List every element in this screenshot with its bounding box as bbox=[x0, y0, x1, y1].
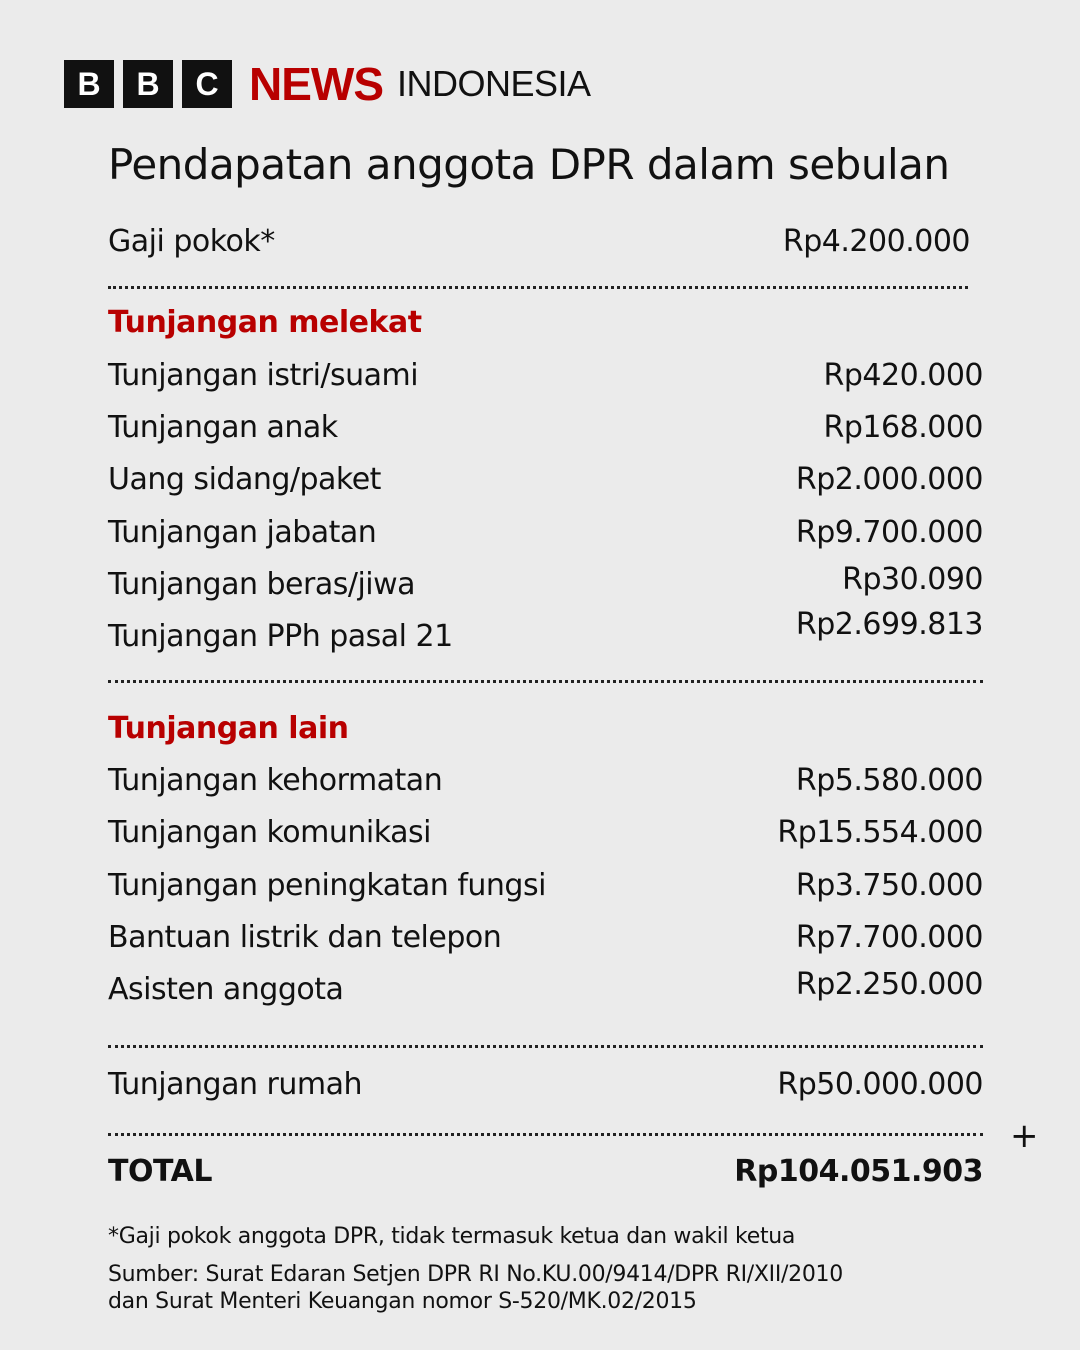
table-row: Asisten anggota Rp2.250.000 bbox=[108, 967, 984, 1012]
bbc-news-indonesia-logo: B B C NEWS INDONESIA bbox=[64, 58, 591, 110]
divider bbox=[108, 680, 983, 683]
housing-row: Tunjangan rumah Rp50.000.000 bbox=[108, 1067, 983, 1107]
row-value: Rp2.250.000 bbox=[795, 967, 984, 1002]
row-value: Rp7.700.000 bbox=[795, 920, 984, 955]
section-heading: Tunjangan melekat bbox=[108, 305, 422, 340]
row-value: Rp168.000 bbox=[823, 410, 984, 445]
page-title: Pendapatan anggota DPR dalam sebulan bbox=[108, 140, 950, 189]
table-row: Tunjangan komunikasi Rp15.554.000 bbox=[108, 815, 983, 855]
logo-news: NEWS bbox=[249, 58, 384, 110]
section-heading: Tunjangan lain bbox=[108, 711, 349, 746]
row-label: Tunjangan istri/suami bbox=[108, 358, 419, 393]
table-row: Bantuan listrik dan telepon Rp7.700.000 bbox=[108, 920, 984, 960]
plus-icon: + bbox=[1010, 1116, 1039, 1156]
table-row: Tunjangan kehormatan Rp5.580.000 bbox=[108, 763, 984, 803]
divider bbox=[108, 286, 968, 289]
row-label: Tunjangan PPh pasal 21 bbox=[108, 619, 453, 654]
row-value: Rp420.000 bbox=[823, 358, 984, 393]
source-line: Sumber: Surat Edaran Setjen DPR RI No.KU… bbox=[108, 1262, 843, 1287]
base-salary-row: Gaji pokok* Rp4.200.000 bbox=[108, 224, 971, 264]
row-label: Tunjangan komunikasi bbox=[108, 815, 431, 850]
source-line: dan Surat Menteri Keuangan nomor S-520/M… bbox=[108, 1289, 697, 1314]
table-row: Uang sidang/paket Rp2.000.000 bbox=[108, 462, 984, 502]
row-value: Rp15.554.000 bbox=[777, 815, 983, 850]
row-label: Tunjangan anak bbox=[108, 410, 338, 445]
table-row: Tunjangan PPh pasal 21 Rp2.699.813 bbox=[108, 607, 984, 659]
table-row: Tunjangan beras/jiwa Rp30.090 bbox=[108, 562, 983, 607]
total-label: TOTAL bbox=[108, 1154, 212, 1189]
logo-letter: C bbox=[182, 60, 232, 108]
row-label: Asisten anggota bbox=[108, 972, 344, 1007]
row-label: Tunjangan peningkatan fungsi bbox=[108, 868, 546, 903]
row-label: Tunjangan jabatan bbox=[108, 515, 377, 550]
total-row: TOTAL Rp104.051.903 bbox=[108, 1154, 983, 1194]
row-value: Rp3.750.000 bbox=[795, 868, 984, 903]
logo-letter: B bbox=[64, 60, 114, 108]
table-row: Tunjangan peningkatan fungsi Rp3.750.000 bbox=[108, 868, 984, 908]
divider bbox=[108, 1045, 983, 1048]
divider bbox=[108, 1133, 983, 1136]
table-row: Tunjangan anak Rp168.000 bbox=[108, 410, 984, 450]
row-value: Rp2.699.813 bbox=[795, 607, 984, 642]
logo-letter: B bbox=[123, 60, 173, 108]
row-label: Uang sidang/paket bbox=[108, 462, 381, 497]
row-value: Rp4.200.000 bbox=[782, 224, 971, 259]
table-row: Tunjangan jabatan Rp9.700.000 bbox=[108, 515, 984, 555]
row-value: Rp5.580.000 bbox=[795, 763, 984, 798]
footnote: *Gaji pokok anggota DPR, tidak termasuk … bbox=[108, 1224, 796, 1249]
row-value: Rp2.000.000 bbox=[795, 462, 984, 497]
row-label: Tunjangan kehormatan bbox=[108, 763, 443, 798]
row-label: Gaji pokok* bbox=[108, 224, 275, 259]
logo-region: INDONESIA bbox=[397, 63, 591, 104]
row-label: Bantuan listrik dan telepon bbox=[108, 920, 502, 955]
row-value: Rp9.700.000 bbox=[795, 515, 984, 550]
table-row: Tunjangan istri/suami Rp420.000 bbox=[108, 358, 984, 398]
row-value: Rp50.000.000 bbox=[777, 1067, 983, 1102]
row-value: Rp30.090 bbox=[842, 562, 983, 597]
row-label: Tunjangan beras/jiwa bbox=[108, 567, 416, 602]
total-value: Rp104.051.903 bbox=[734, 1154, 983, 1189]
row-label: Tunjangan rumah bbox=[108, 1067, 362, 1102]
